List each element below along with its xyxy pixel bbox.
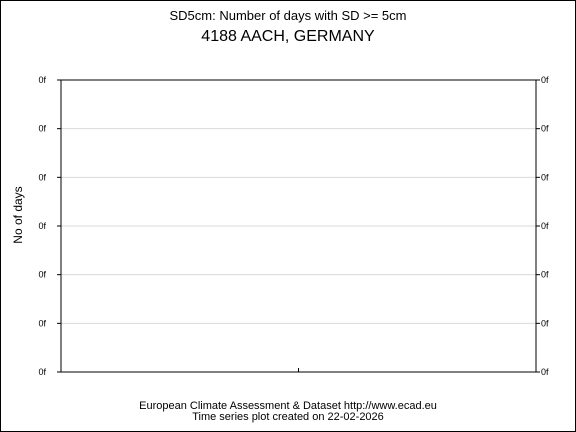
y-tick-label-right: 0f — [541, 367, 549, 377]
y-tick-label-left: 0f — [38, 318, 46, 328]
y-tick-label-left: 0f — [38, 124, 46, 134]
y-tick-label-left: 0f — [38, 75, 46, 85]
y-tick-label-right: 0f — [541, 124, 549, 134]
y-tick-label-right: 0f — [541, 75, 549, 85]
y-tick-label-left: 0f — [38, 367, 46, 377]
y-tick-label-right: 0f — [541, 172, 549, 182]
y-tick-label-right: 0f — [541, 221, 549, 231]
y-tick-label-left: 0f — [38, 172, 46, 182]
y-tick-label-right: 0f — [541, 270, 549, 280]
chart-subtitle: 4188 AACH, GERMANY — [201, 28, 375, 45]
y-tick-label-left: 0f — [38, 270, 46, 280]
footer-created: Time series plot created on 22-02-2026 — [192, 411, 384, 423]
footer-source: European Climate Assessment & Dataset ht… — [139, 400, 437, 412]
chart-title: SD5cm: Number of days with SD >= 5cm — [169, 8, 407, 23]
y-tick-label-right: 0f — [541, 318, 549, 328]
y-tick-label-left: 0f — [38, 221, 46, 231]
